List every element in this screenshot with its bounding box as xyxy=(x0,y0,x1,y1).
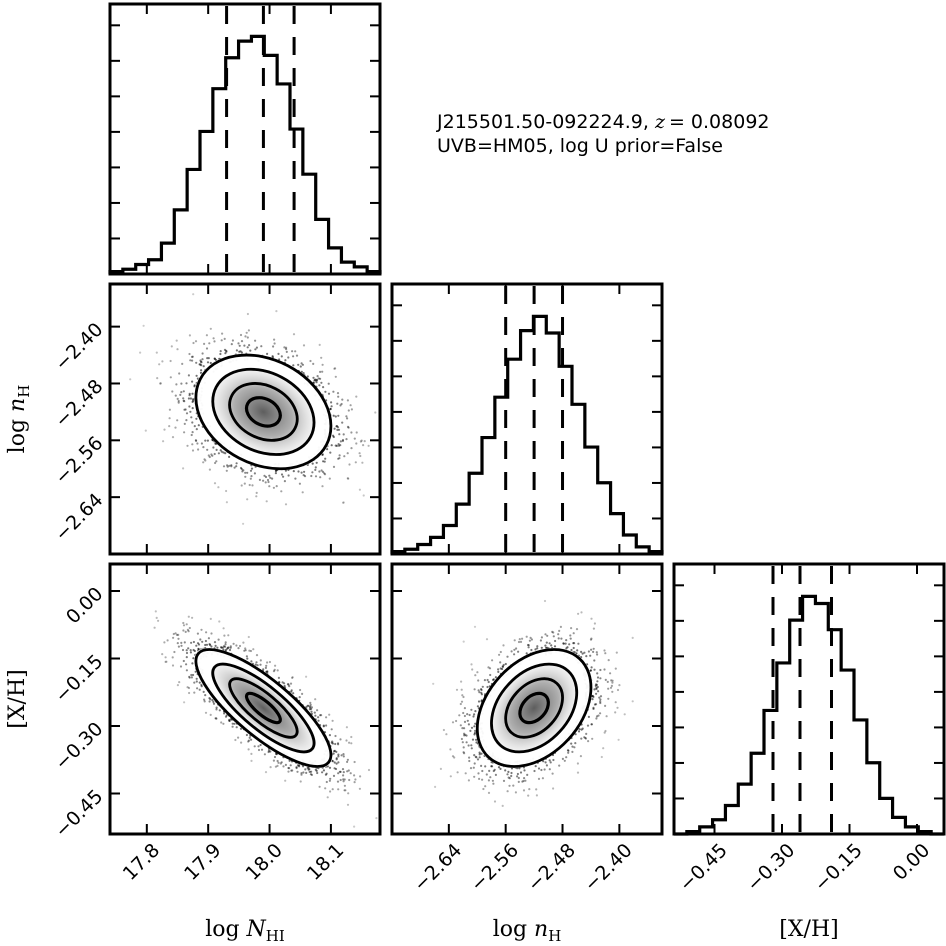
contour-level-4 xyxy=(194,648,333,768)
x-tick-label: −2.56 xyxy=(466,839,523,896)
y-tick-label: 0.00 xyxy=(62,583,107,628)
annotation-line-1: J215501.50-092224.9, z = 0.08092 xyxy=(436,111,770,133)
x-tick-label: −0.45 xyxy=(675,839,732,896)
x-tick-label: 17.8 xyxy=(119,839,164,884)
contour-level-3 xyxy=(211,662,316,754)
panel-frame-1-2 xyxy=(390,562,664,836)
panel-frame-0-0 xyxy=(108,2,382,276)
contour-level-2 xyxy=(228,382,299,442)
x-tick-label: −0.30 xyxy=(743,839,800,896)
x-tick-label: 0.00 xyxy=(889,839,934,884)
redshift-symbol: z xyxy=(654,111,666,133)
panel-frame-1-1 xyxy=(390,282,664,556)
axis-label-2: log nH xyxy=(493,917,562,945)
redshift-value: = 0.08092 xyxy=(669,111,770,133)
contour-level-1 xyxy=(244,691,282,725)
panel-frame-0-2 xyxy=(108,562,382,836)
x-tick-label: 18.1 xyxy=(303,839,348,884)
x-tick-label: −0.15 xyxy=(810,839,867,896)
x-tick-label: 18.0 xyxy=(241,839,286,884)
density-0-1 xyxy=(194,353,333,471)
panel-frame-0-1 xyxy=(108,282,382,556)
x-tick-label: 17.9 xyxy=(180,839,225,884)
density-1-2 xyxy=(475,648,593,768)
object-name: J215501.50-092224.9, xyxy=(436,111,655,133)
axis-label-3: [X/H] xyxy=(779,917,838,942)
axis-label-1: log NHI xyxy=(205,917,285,945)
x-tick-label: −2.64 xyxy=(409,839,466,896)
contour-level-4 xyxy=(194,353,333,471)
density-core xyxy=(490,662,579,754)
y-tick-label: −0.30 xyxy=(51,718,108,775)
density-0-2 xyxy=(194,648,333,768)
y-tick-label: −2.48 xyxy=(51,375,108,432)
histogram-1 xyxy=(108,34,382,274)
axis-label-2: log nH xyxy=(5,385,33,454)
contour-level-3 xyxy=(490,662,579,754)
histogram-2 xyxy=(390,314,664,554)
y-tick-label: −2.40 xyxy=(51,318,108,375)
panel-frame-2-2 xyxy=(672,562,946,836)
y-tick-label: −0.45 xyxy=(51,785,108,842)
contour-level-2 xyxy=(504,677,564,739)
contour-level-1 xyxy=(244,396,282,428)
y-tick-label: −2.56 xyxy=(51,432,108,489)
annotation-line-2: UVB=HM05, log U prior=False xyxy=(437,135,723,157)
contour-level-4 xyxy=(475,648,593,768)
y-tick-label: −0.15 xyxy=(51,650,108,707)
density-layer xyxy=(194,353,593,768)
x-tick-label: −2.40 xyxy=(580,839,637,896)
contour-level-1 xyxy=(518,691,550,725)
histogram-layer xyxy=(108,6,944,836)
panel-frames xyxy=(108,2,946,836)
contour-level-3 xyxy=(211,367,316,456)
histogram-3 xyxy=(674,594,944,836)
axis-label-3: [X/H] xyxy=(5,669,30,728)
contour-level-2 xyxy=(228,677,299,739)
y-tick-label: −2.64 xyxy=(51,489,108,546)
density-core xyxy=(211,662,316,754)
x-tick-label: −2.48 xyxy=(523,839,580,896)
